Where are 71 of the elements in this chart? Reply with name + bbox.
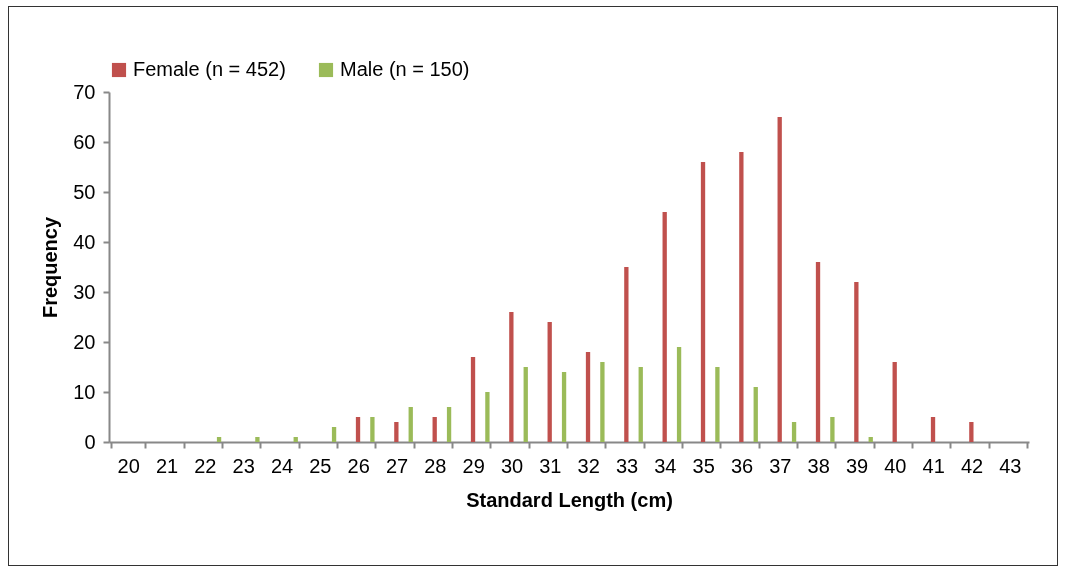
y-tick-label: 10 (73, 380, 96, 403)
bar (700, 162, 706, 442)
bar (868, 437, 873, 442)
bar (255, 437, 260, 442)
bar (739, 152, 744, 442)
y-tick-label: 70 (73, 80, 96, 103)
y-tick-label: 50 (73, 180, 96, 203)
bar (715, 367, 720, 442)
x-tick-label: 29 (462, 454, 485, 477)
x-tick-label: 36 (730, 454, 754, 477)
x-tick-label: 34 (654, 454, 677, 477)
bar (791, 422, 797, 442)
bar (408, 407, 413, 442)
x-tick-label: 30 (500, 454, 524, 477)
x-tick-label: 37 (769, 454, 792, 477)
bar (485, 392, 490, 442)
x-tick-label: 23 (232, 454, 255, 477)
bar (509, 312, 514, 442)
y-tick-label: 40 (73, 230, 96, 253)
bar (470, 357, 476, 442)
x-tick-label: 35 (692, 454, 715, 477)
y-tick-label: 30 (73, 280, 96, 303)
x-tick-label: 25 (309, 454, 332, 477)
bar (676, 347, 682, 442)
legend-label: Female (n = 452) (133, 58, 286, 80)
x-tick-label: 40 (884, 454, 907, 477)
bar (624, 267, 629, 442)
x-tick-label: 31 (539, 454, 562, 477)
x-axis-title: Standard Length (cm) (466, 488, 673, 511)
bar (638, 367, 643, 442)
x-tick-label: 32 (577, 454, 600, 477)
bar (854, 282, 859, 442)
bar (662, 212, 667, 442)
x-tick-label: 26 (347, 454, 370, 477)
bar (216, 437, 222, 442)
legend-label: Male (n = 150) (340, 58, 470, 80)
x-tick-label: 43 (999, 454, 1022, 477)
x-tick-label: 21 (155, 454, 179, 477)
x-tick-label: 39 (845, 454, 869, 477)
bar (293, 437, 298, 442)
y-tick-label: 20 (73, 330, 96, 353)
y-axis-title: Frequency (39, 216, 62, 319)
bar (969, 422, 974, 442)
x-tick-label: 20 (117, 454, 140, 477)
bar (331, 427, 337, 442)
bar (930, 417, 936, 442)
bar (585, 352, 591, 442)
bar (355, 417, 361, 442)
x-tick-label: 24 (270, 454, 294, 477)
bar (815, 262, 821, 442)
x-tick-label: 41 (922, 454, 945, 477)
bar (394, 422, 399, 442)
x-tick-label: 38 (807, 454, 830, 477)
bar (600, 362, 605, 442)
bar (370, 417, 375, 442)
x-tick-label: 22 (194, 454, 217, 477)
bar (830, 417, 835, 442)
bar (561, 372, 567, 442)
y-tick-label: 60 (73, 130, 96, 153)
bar (523, 367, 528, 442)
bar (753, 387, 758, 442)
bar (777, 117, 782, 442)
bar (432, 417, 437, 442)
x-tick-label: 27 (385, 454, 409, 477)
x-tick-label: 42 (960, 454, 984, 477)
y-tick-label: 0 (84, 430, 96, 453)
bar (446, 407, 452, 442)
x-tick-label: 28 (424, 454, 447, 477)
bar (547, 322, 552, 442)
x-tick-label: 33 (615, 454, 639, 477)
bar (892, 362, 897, 442)
